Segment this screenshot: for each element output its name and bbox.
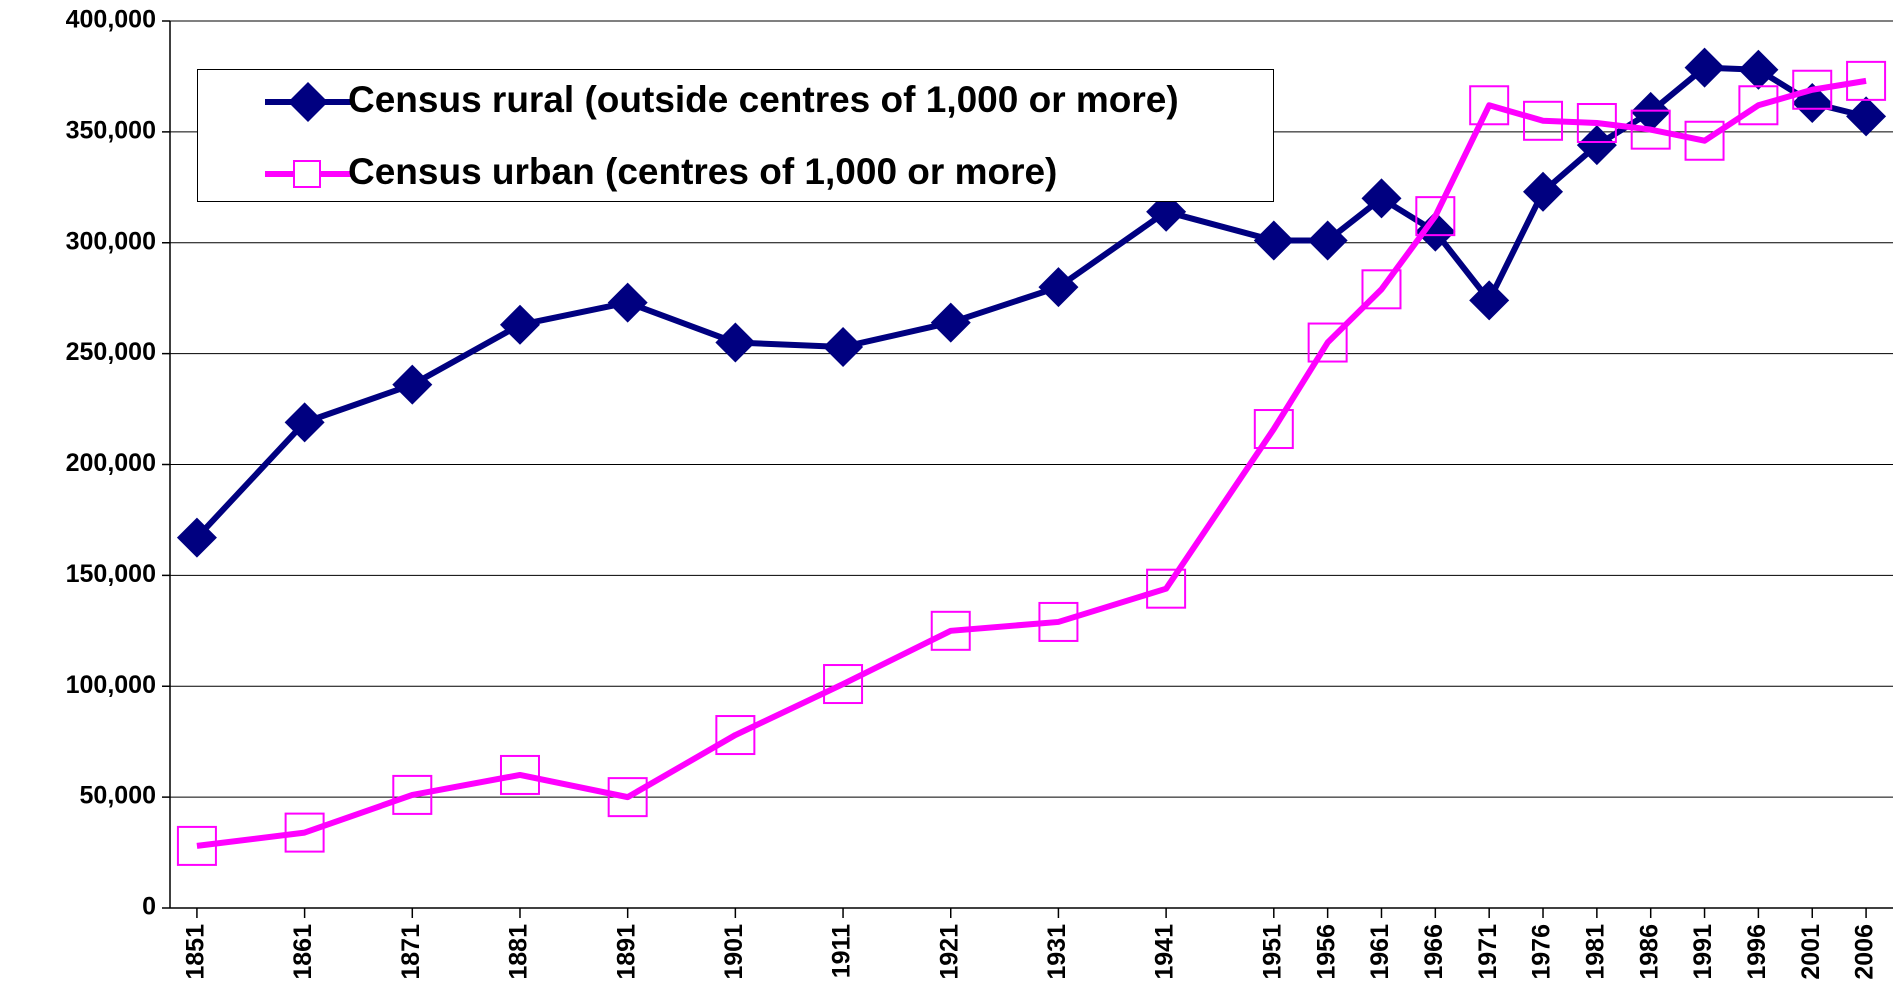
- marker: [1038, 267, 1079, 308]
- marker: [1684, 120, 1725, 161]
- marker: [499, 754, 540, 795]
- x-tick-label: 1976: [1528, 924, 1556, 980]
- legend-marker: [293, 160, 321, 188]
- x-tick-label: 1966: [1420, 924, 1448, 980]
- marker: [1361, 269, 1402, 310]
- series: [176, 60, 1887, 866]
- x-tick-label: 1986: [1635, 924, 1663, 980]
- legend-label: Census rural (outside centres of 1,000 o…: [348, 79, 1179, 120]
- series: [176, 47, 1887, 558]
- marker: [1846, 96, 1887, 137]
- marker: [1738, 85, 1779, 126]
- marker: [823, 664, 864, 705]
- x-tick-label: 1891: [612, 924, 640, 980]
- y-tick-label: 0: [142, 893, 156, 921]
- line: [194, 64, 1867, 540]
- marker: [1469, 280, 1510, 321]
- marker: [176, 825, 217, 866]
- marker: [1307, 322, 1348, 363]
- legend-swatch: [265, 82, 351, 122]
- marker: [176, 517, 217, 558]
- marker: [1361, 178, 1402, 219]
- marker: [930, 610, 971, 651]
- marker: [1415, 211, 1456, 252]
- y-tick-label: 350,000: [66, 116, 156, 144]
- x-tick-label: 1921: [935, 924, 963, 980]
- x-tick-label: 1956: [1312, 924, 1340, 980]
- line: [196, 77, 1867, 849]
- marker: [392, 364, 433, 405]
- marker: [607, 777, 648, 818]
- x-tick-label: 1991: [1689, 924, 1717, 980]
- marker: [1792, 69, 1833, 110]
- x-tick-label: 1971: [1474, 924, 1502, 980]
- legend-label: Census urban (centres of 1,000 or more): [348, 151, 1058, 192]
- marker: [1307, 220, 1348, 261]
- marker: [284, 402, 325, 443]
- marker: [1523, 100, 1564, 141]
- x-tick-label: 1941: [1151, 924, 1179, 980]
- legend: Census rural (outside centres of 1,000 o…: [197, 69, 1274, 202]
- x-tick-label: 1881: [505, 924, 533, 980]
- x-tick-label: 1931: [1043, 924, 1071, 980]
- marker: [1576, 103, 1617, 144]
- marker: [1038, 601, 1079, 642]
- marker: [1146, 568, 1187, 609]
- x-tick-label: 1961: [1366, 924, 1394, 980]
- marker: [1630, 109, 1671, 150]
- marker: [1253, 409, 1294, 450]
- x-tick-label: 2006: [1851, 924, 1879, 980]
- marker: [715, 715, 756, 756]
- x-tick-label: 2001: [1797, 924, 1825, 980]
- x-tick-label: 1951: [1258, 924, 1286, 980]
- y-tick-label: 150,000: [66, 560, 156, 588]
- marker: [715, 322, 756, 363]
- marker: [1415, 196, 1456, 237]
- legend-marker: [288, 82, 328, 122]
- marker: [1576, 125, 1617, 166]
- marker: [1738, 49, 1779, 90]
- marker: [1630, 91, 1671, 132]
- marker: [1469, 85, 1510, 126]
- x-tick-label: 1871: [397, 924, 425, 980]
- y-tick-label: 100,000: [66, 671, 156, 699]
- marker: [823, 326, 864, 367]
- y-tick-label: 200,000: [66, 449, 156, 477]
- marker: [284, 812, 325, 853]
- legend-swatch: [265, 160, 351, 188]
- y-tick-label: 50,000: [80, 782, 156, 810]
- x-tick-label: 1861: [289, 924, 317, 980]
- marker: [1523, 171, 1564, 212]
- x-tick-label: 1911: [828, 924, 856, 978]
- y-tick-label: 400,000: [66, 6, 156, 34]
- marker: [607, 282, 648, 323]
- marker: [930, 302, 971, 343]
- x-tick-label: 1981: [1581, 924, 1609, 980]
- x-tick-label: 1851: [182, 924, 210, 980]
- y-tick-label: 300,000: [66, 227, 156, 255]
- marker: [1846, 60, 1887, 101]
- marker: [1684, 47, 1725, 88]
- x-tick-label: 1901: [720, 924, 748, 980]
- marker: [392, 774, 433, 815]
- x-tick-label: 1996: [1743, 924, 1771, 980]
- y-tick-label: 250,000: [66, 338, 156, 366]
- marker: [499, 304, 540, 345]
- marker: [1253, 220, 1294, 261]
